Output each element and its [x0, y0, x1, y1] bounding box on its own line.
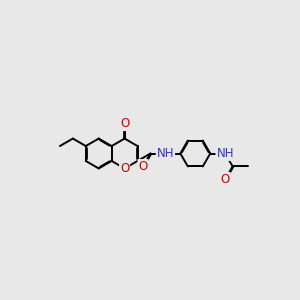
- Text: O: O: [120, 162, 129, 175]
- Text: O: O: [220, 173, 230, 186]
- Text: NH: NH: [216, 147, 234, 160]
- Text: O: O: [138, 160, 148, 173]
- Text: O: O: [120, 117, 129, 130]
- Text: NH: NH: [157, 147, 174, 160]
